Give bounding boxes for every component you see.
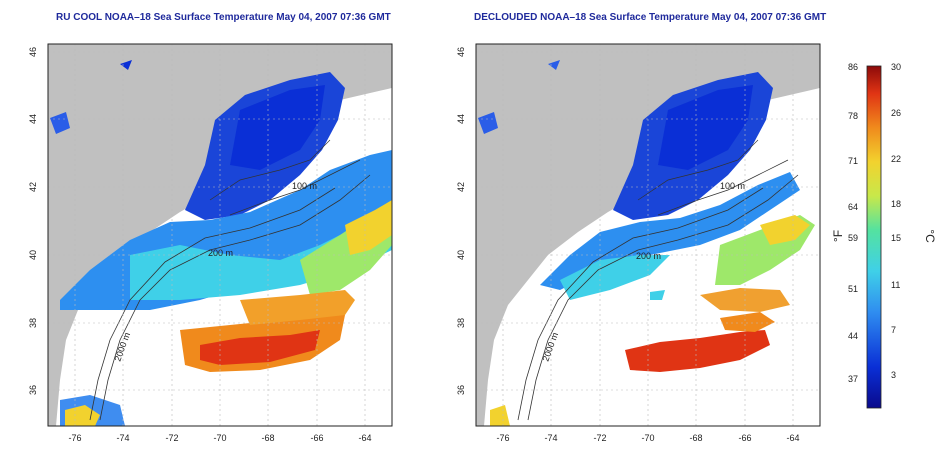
right-x-tick: -68 — [689, 433, 702, 443]
right-x-tick: -76 — [496, 433, 509, 443]
right-x-tick: -74 — [544, 433, 557, 443]
right-map-panel: 100 m 200 m 2000 m -76 -74 -72 -70 -68 -… — [456, 43, 821, 443]
left-y-tick: 46 — [28, 47, 38, 57]
c-tick: 18 — [891, 199, 901, 209]
f-tick: 71 — [848, 156, 858, 166]
celsius-label: °C — [923, 229, 937, 243]
colorbar-gradient — [866, 65, 882, 409]
f-tick: 64 — [848, 202, 858, 212]
left-grid — [48, 44, 392, 426]
right-y-tick: 36 — [456, 385, 466, 395]
c-tick: 15 — [891, 233, 901, 243]
right-x-tick: -66 — [738, 433, 751, 443]
c-tick: 11 — [891, 280, 900, 290]
right-contour-label-100: 100 m — [720, 181, 745, 191]
left-x-tick: -66 — [310, 433, 323, 443]
right-y-tick: 44 — [456, 114, 466, 124]
c-tick: 3 — [891, 370, 896, 380]
left-y-tick: 44 — [28, 114, 38, 124]
right-y-tick: 38 — [456, 318, 466, 328]
f-tick: 44 — [848, 331, 858, 341]
celsius-scale: 30 26 22 18 15 11 7 3 — [891, 62, 901, 380]
right-sst-warm-region — [625, 330, 770, 372]
f-tick: 51 — [848, 284, 858, 294]
left-contour-label-200: 200 m — [208, 248, 233, 258]
fahrenheit-label: °F — [831, 230, 845, 242]
left-y-axis: 36 38 40 42 44 46 — [28, 47, 38, 395]
left-x-tick: -64 — [358, 433, 371, 443]
left-y-tick: 38 — [28, 318, 38, 328]
c-tick: 30 — [891, 62, 901, 72]
right-x-tick: -70 — [641, 433, 654, 443]
left-y-tick: 42 — [28, 182, 38, 192]
f-tick: 86 — [848, 62, 858, 72]
right-x-tick: -64 — [786, 433, 799, 443]
left-x-tick: -72 — [165, 433, 178, 443]
left-x-tick: -70 — [213, 433, 226, 443]
right-map-frame — [475, 43, 821, 427]
c-tick: 22 — [891, 154, 901, 164]
left-land-mass — [48, 44, 392, 426]
right-panel-title: DECLOUDED NOAA–18 Sea Surface Temperatur… — [474, 12, 827, 23]
left-y-tick: 36 — [28, 385, 38, 395]
right-y-axis: 36 38 40 42 44 46 — [456, 47, 466, 395]
right-x-axis: -76 -74 -72 -70 -68 -66 -64 — [496, 433, 799, 443]
left-y-tick: 40 — [28, 250, 38, 260]
left-x-axis: -76 -74 -72 -70 -68 -66 -64 — [68, 433, 371, 443]
f-tick: 78 — [848, 111, 858, 121]
left-x-tick: -76 — [68, 433, 81, 443]
fahrenheit-scale: 86 78 71 64 59 51 44 37 — [848, 62, 858, 384]
c-tick: 7 — [891, 325, 896, 335]
right-land-mass — [476, 44, 820, 426]
right-y-tick: 42 — [456, 182, 466, 192]
left-map-frame — [47, 43, 393, 427]
f-tick: 37 — [848, 374, 858, 384]
f-tick: 59 — [848, 233, 858, 243]
c-tick: 26 — [891, 108, 901, 118]
left-map-panel: 100 m 200 m 2000 m -76 -74 -72 -70 -68 -… — [28, 43, 393, 443]
right-y-tick: 40 — [456, 250, 466, 260]
left-panel-title: RU COOL NOAA–18 Sea Surface Temperature … — [56, 12, 391, 23]
left-x-tick: -74 — [116, 433, 129, 443]
left-x-tick: -68 — [261, 433, 274, 443]
right-contour-label-200: 200 m — [636, 251, 661, 261]
right-x-tick: -72 — [593, 433, 606, 443]
temperature-colorbar: 86 78 71 64 59 51 44 37 30 26 22 18 15 1… — [831, 62, 937, 409]
left-contour-label-100: 100 m — [292, 181, 317, 191]
right-y-tick: 46 — [456, 47, 466, 57]
right-grid — [476, 44, 820, 426]
